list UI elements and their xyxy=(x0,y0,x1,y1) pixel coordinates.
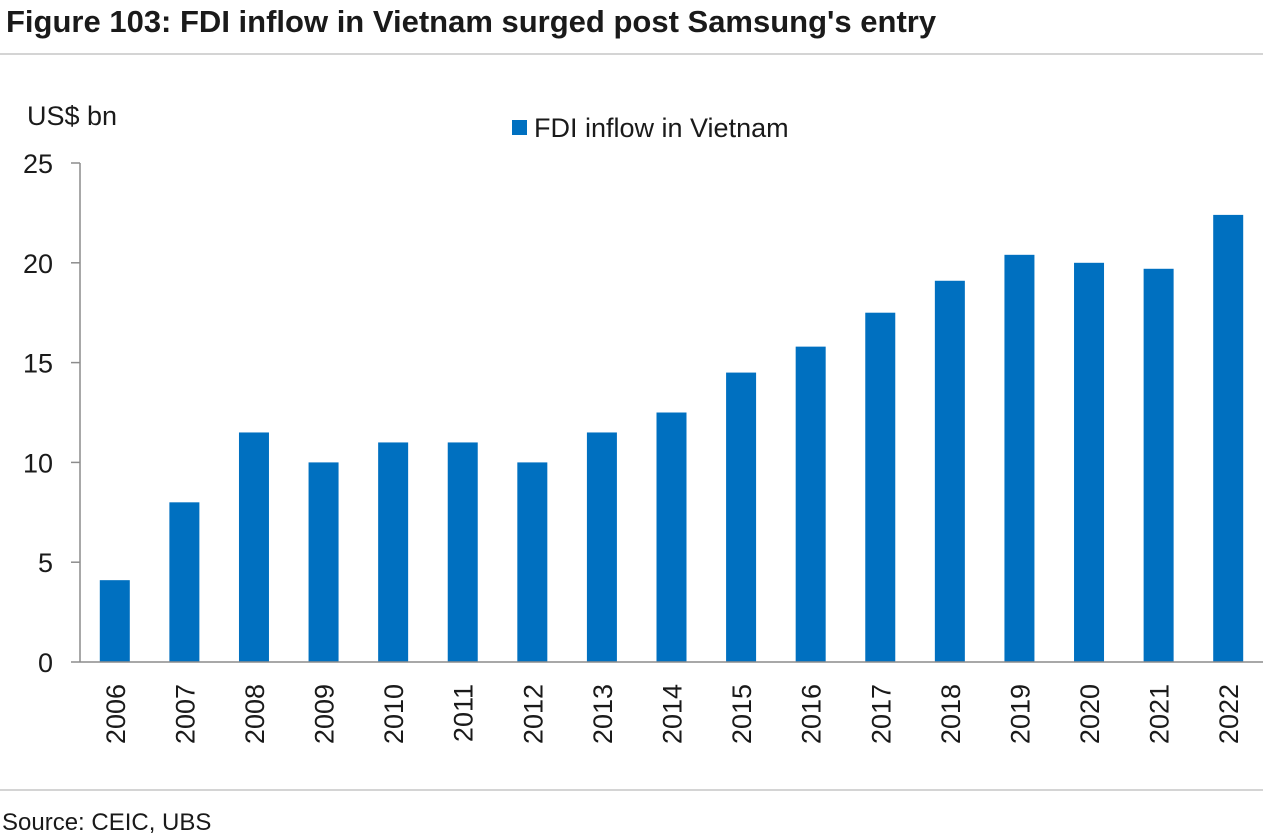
x-tick-label: 2012 xyxy=(518,684,548,744)
x-tick-label: 2014 xyxy=(658,684,688,744)
bars xyxy=(99,214,1244,663)
bar-2012 xyxy=(517,462,548,662)
x-tick-label: 2013 xyxy=(588,684,618,744)
top-divider xyxy=(0,53,1263,55)
x-tick-label: 2022 xyxy=(1214,684,1244,744)
bar-2014 xyxy=(656,412,687,662)
x-tick-label: 2016 xyxy=(797,684,827,744)
figure-title: Figure 103: FDI inflow in Vietnam surged… xyxy=(6,4,937,39)
bar-2021 xyxy=(1143,268,1174,662)
legend: FDI inflow in Vietnam xyxy=(512,113,789,143)
y-axis: 0 5 10 15 20 25 xyxy=(23,149,81,678)
bar-2015 xyxy=(726,372,757,662)
bottom-divider xyxy=(0,789,1263,791)
y-tick-label: 15 xyxy=(23,349,53,379)
bar-chart: US$ bn FDI inflow in Vietnam 0510152025 … xyxy=(23,101,1263,744)
bar-2011 xyxy=(447,442,478,662)
bar-2017 xyxy=(865,312,896,662)
bar-2022 xyxy=(1213,214,1244,662)
x-tick-label: 2008 xyxy=(240,684,270,744)
y-tick-label: 20 xyxy=(23,249,53,279)
x-tick-label: 2018 xyxy=(936,684,966,744)
bar-2013 xyxy=(586,432,617,662)
legend-swatch xyxy=(512,120,527,135)
bar-2010 xyxy=(378,442,409,662)
x-tick-label: 2021 xyxy=(1145,684,1175,744)
bar-2008 xyxy=(238,432,269,662)
x-axis: 2006 2007 2008 2009 2010 2011 2012 2013 2014 2015… xyxy=(80,661,1263,744)
bar-2007 xyxy=(169,502,200,662)
x-tick-label: 2019 xyxy=(1005,684,1035,744)
bar-2018 xyxy=(934,280,965,662)
x-tick-label: 2017 xyxy=(866,684,896,744)
y-tick-label: 25 xyxy=(23,149,53,179)
legend-label: FDI inflow in Vietnam xyxy=(534,113,789,143)
x-tick-label: 2009 xyxy=(310,684,340,744)
x-tick-label: 2010 xyxy=(379,684,409,744)
x-tick-label: 2015 xyxy=(727,684,757,744)
source-note: Source: CEIC, UBS xyxy=(2,809,212,836)
x-tick-label: 2011 xyxy=(449,684,479,742)
bar-2019 xyxy=(1004,254,1035,663)
x-tick-label: 2007 xyxy=(170,684,200,744)
bar-2006 xyxy=(99,580,130,662)
bar-2016 xyxy=(795,346,826,662)
y-tick-label: 0 xyxy=(38,648,53,678)
y-axis-label: US$ bn xyxy=(27,101,117,131)
y-tick-label: 10 xyxy=(23,448,53,478)
x-tick-label: 2006 xyxy=(101,684,131,744)
bar-2009 xyxy=(308,462,339,662)
bar-2020 xyxy=(1074,262,1105,662)
x-tick-label: 2020 xyxy=(1075,684,1105,744)
y-tick-label: 5 xyxy=(38,548,53,578)
